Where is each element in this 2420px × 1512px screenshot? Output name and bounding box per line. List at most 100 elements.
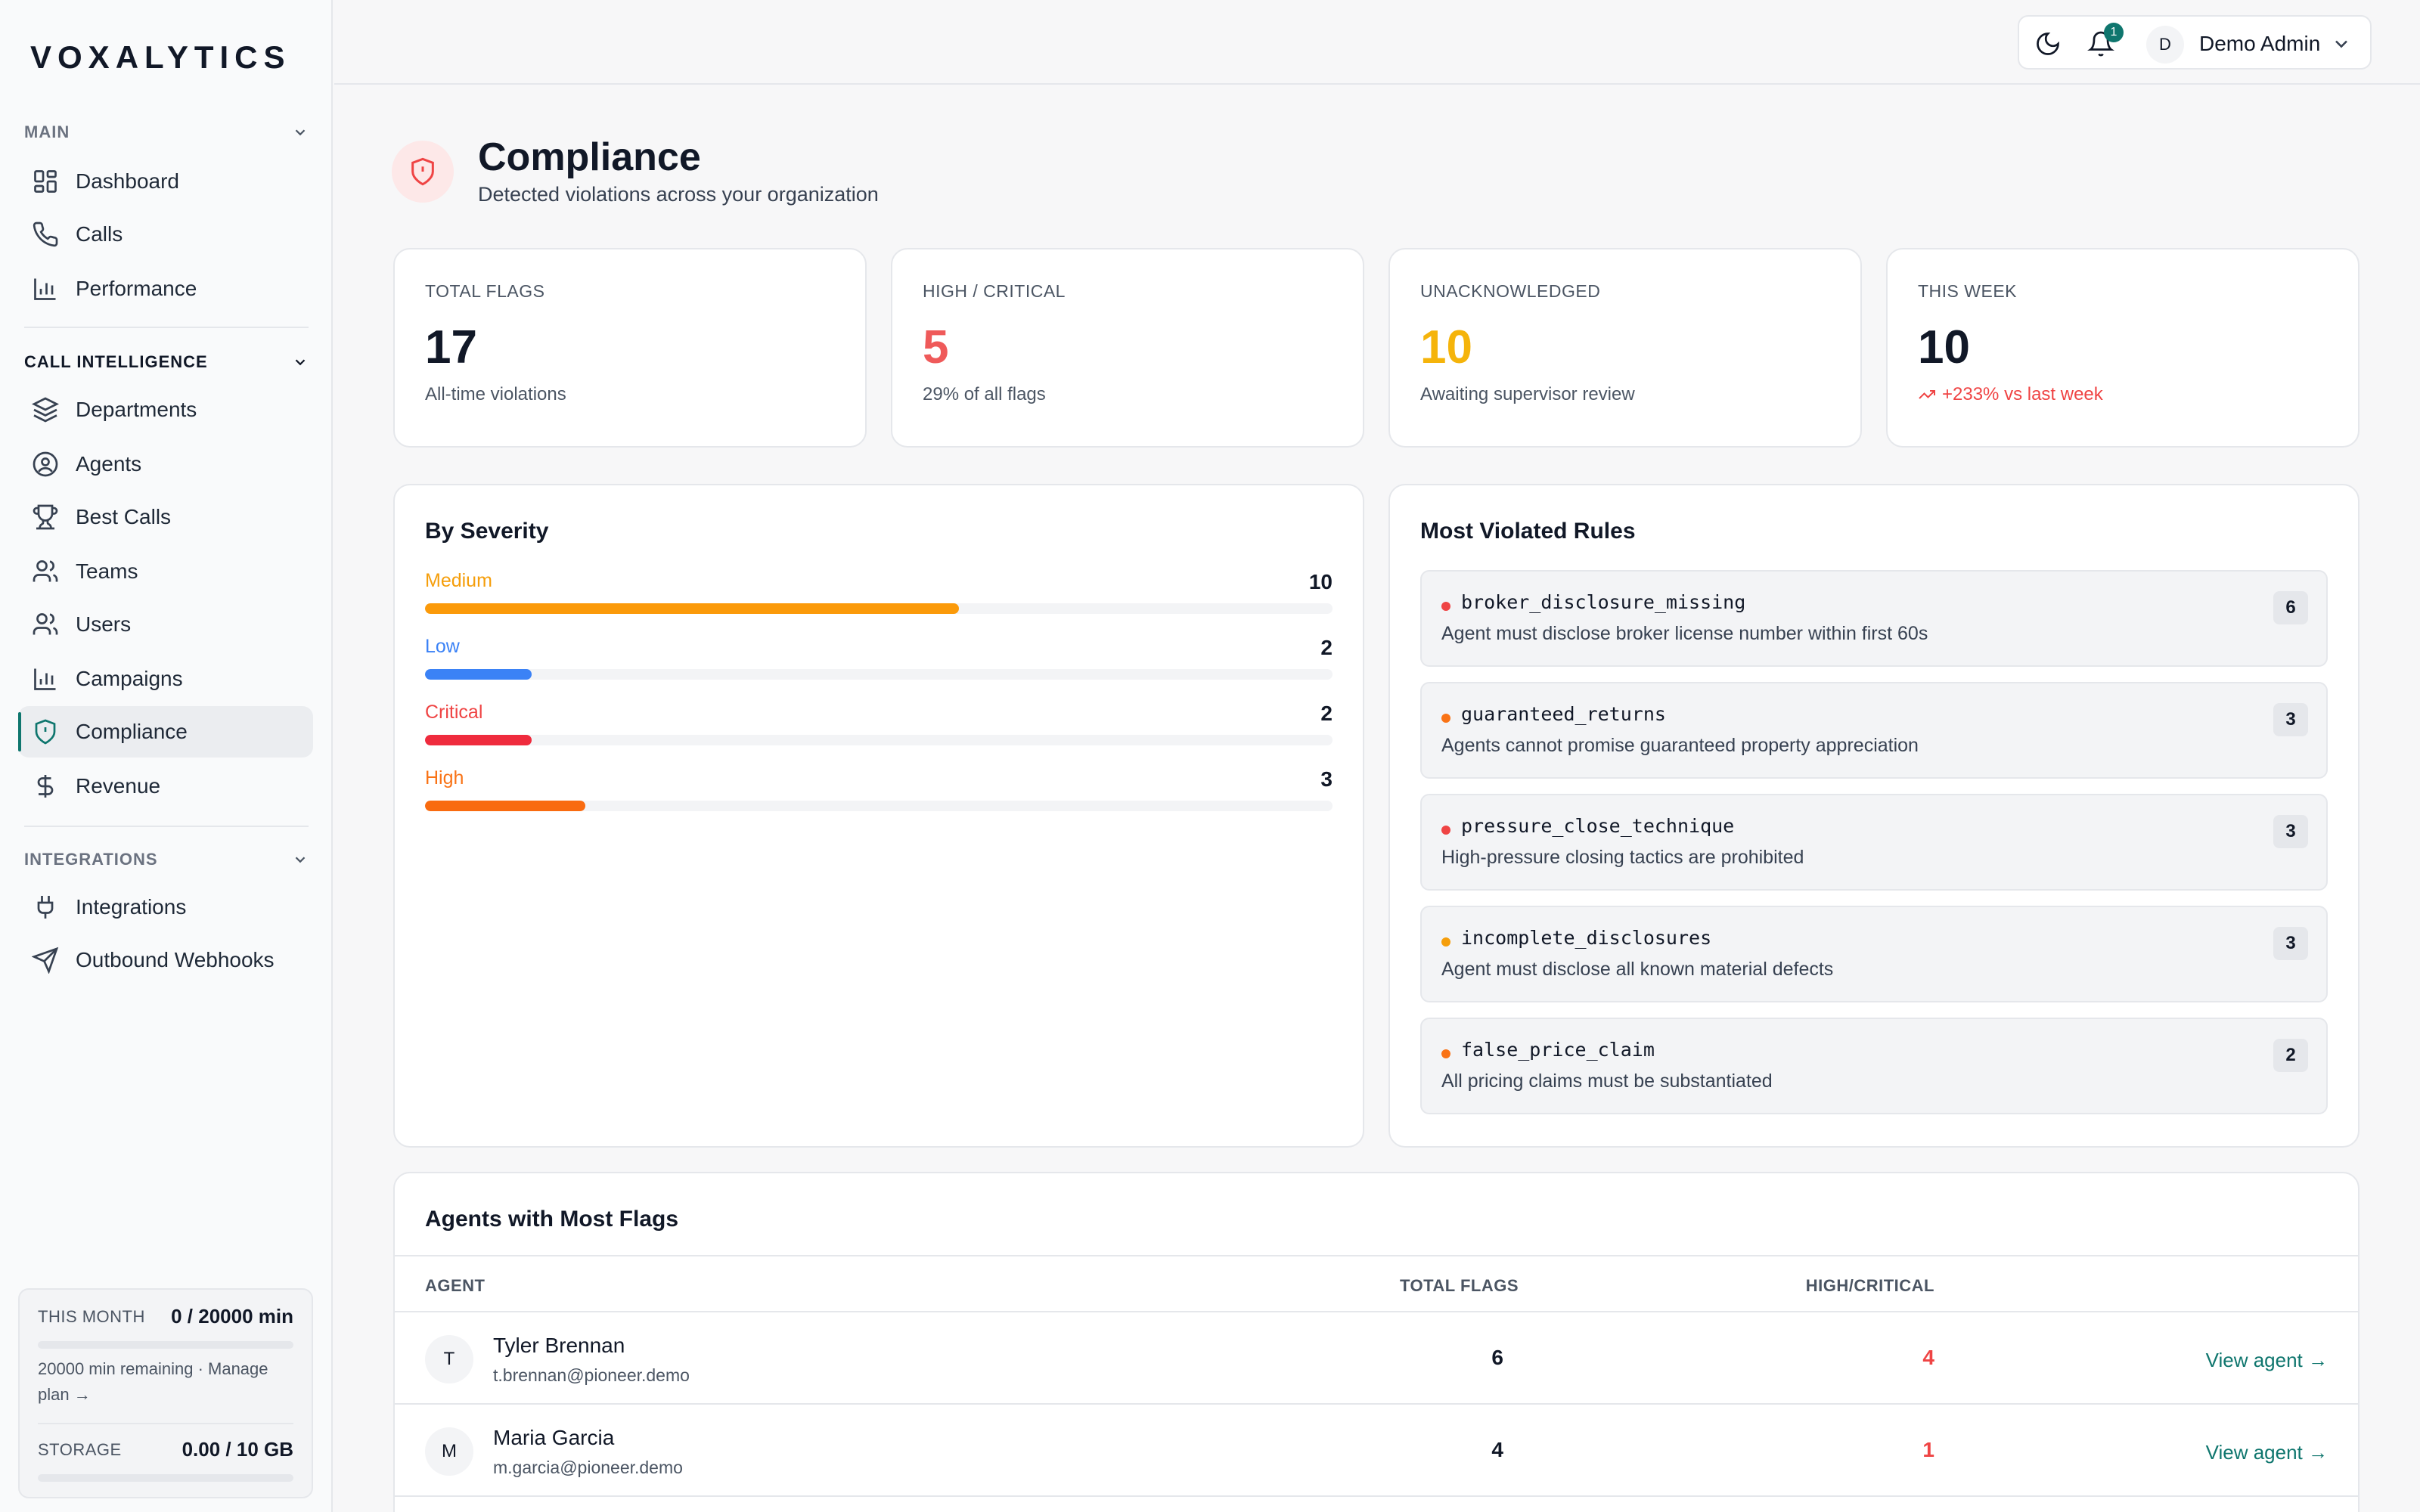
rule-card[interactable]: broker_disclosure_missing Agent must disc…: [1420, 570, 2328, 667]
rule-count-badge: 3: [2273, 703, 2308, 736]
sidebar-item-label: Revenue: [76, 774, 161, 798]
section-call-intelligence-toggle[interactable]: CALL INTELLIGENCE: [24, 352, 309, 372]
sidebar-item-compliance[interactable]: Compliance: [18, 706, 313, 758]
user-menu-name[interactable]: Demo Admin: [2199, 32, 2321, 55]
sidebar-item-integrations[interactable]: Integrations: [18, 881, 313, 933]
stat-label: UNACKNOWLEDGED: [1420, 281, 1601, 301]
view-agent-link[interactable]: View agent →: [2205, 1349, 2328, 1371]
stat-label: TOTAL FLAGS: [425, 281, 545, 301]
sidebar-item-revenue[interactable]: Revenue: [18, 761, 313, 812]
section-integrations-toggle[interactable]: INTEGRATIONS: [24, 850, 309, 869]
trending-up-icon: [1919, 390, 1935, 399]
moon-icon[interactable]: [2034, 30, 2062, 57]
column-header-total-flags[interactable]: TOTAL FLAGS: [1399, 1276, 1519, 1295]
user-avatar[interactable]: D: [2146, 26, 2184, 64]
bell-icon[interactable]: [2087, 30, 2114, 57]
severity-count: 2: [1320, 702, 1333, 725]
agent-high-critical: 1: [1922, 1438, 1934, 1461]
chevron-down-icon: [295, 129, 306, 136]
sidebar-item-teams[interactable]: Teams: [18, 546, 313, 597]
agent-total-flags: 6: [1491, 1346, 1503, 1369]
rule-name: broker_disclosure_missing: [1461, 591, 1746, 613]
table-row[interactable]: M Maria Garcia m.garcia@pioneer.demo 4 1 View…: [395, 1405, 2358, 1497]
sidebar-divider: [24, 327, 309, 328]
severity-track: [425, 669, 1333, 680]
chevron-down-icon: [295, 857, 306, 863]
sidebar-item-dashboard[interactable]: Dashboard: [18, 156, 313, 207]
usage-card: THIS MONTH 0 / 20000 min 20000 min remai…: [18, 1288, 313, 1498]
panel-title: By Severity: [425, 519, 549, 544]
sidebar-divider: [24, 826, 309, 827]
severity-name: High: [425, 767, 464, 789]
usage-storage-value: 0.00 / 10 GB: [182, 1438, 293, 1461]
table-row[interactable]: T Tyler Brennan t.brennan@pioneer.demo 6 4 Vi…: [395, 1312, 2358, 1405]
stat-value: 10: [1918, 321, 1970, 373]
sidebar-item-users[interactable]: Users: [18, 599, 313, 650]
column-header-agent[interactable]: AGENT: [425, 1276, 486, 1295]
stat-card-total-flags: TOTAL FLAGS 17 All-time violations: [393, 248, 867, 448]
stat-card-this-week: THIS WEEK 10 +233% vs last week: [1886, 248, 2360, 448]
severity-count: 10: [1308, 570, 1333, 593]
severity-count: 3: [1320, 767, 1333, 791]
shield-alert-icon: [35, 719, 56, 745]
agent-name: Maria Garcia: [493, 1426, 615, 1449]
rule-description: All pricing claims must be substantiated: [1441, 1070, 1773, 1092]
column-header-high-critical[interactable]: HIGH/CRITICAL: [1805, 1276, 1934, 1295]
rule-card[interactable]: guaranteed_returns Agents cannot promise …: [1420, 682, 2328, 779]
sidebar-item-label: Compliance: [76, 720, 188, 743]
rule-severity-dot: [1441, 714, 1450, 723]
rule-count-badge: 6: [2273, 591, 2308, 624]
users-icon: [33, 560, 58, 582]
agent-high-critical: 4: [1922, 1346, 1934, 1369]
sidebar-item-label: Integrations: [76, 895, 187, 919]
view-agent-link[interactable]: View agent →: [2205, 1441, 2328, 1464]
agents-panel: Agents with Most Flags AGENT TOTAL FLAGS…: [393, 1172, 2360, 1512]
layers-icon: [32, 397, 59, 423]
send-icon: [32, 947, 59, 974]
sidebar-item-calls[interactable]: Calls: [18, 209, 313, 260]
sidebar-item-best-calls[interactable]: Best Calls: [18, 491, 313, 543]
sidebar-item-performance[interactable]: Performance: [18, 263, 313, 314]
usage-storage-label: STORAGE: [38, 1439, 122, 1459]
sidebar-item-campaigns[interactable]: Campaigns: [18, 653, 313, 705]
rule-card[interactable]: false_price_claim All pricing claims must…: [1420, 1018, 2328, 1114]
panel-title: Agents with Most Flags: [425, 1207, 679, 1232]
rule-severity-dot: [1441, 602, 1450, 611]
sidebar-item-label: Best Calls: [76, 505, 172, 528]
sidebar-item-label: Calls: [76, 222, 123, 246]
stat-subtext: All-time violations: [425, 384, 566, 404]
section-main-toggle[interactable]: MAIN: [24, 122, 309, 142]
severity-name: Critical: [425, 702, 483, 723]
sidebar-item-label: Users: [76, 612, 132, 636]
agent-name: Tyler Brennan: [493, 1334, 625, 1357]
agent-avatar: M: [425, 1427, 473, 1476]
severity-track: [425, 801, 1333, 811]
sidebar-item-outbound-webhooks[interactable]: Outbound Webhooks: [18, 934, 313, 986]
rule-name: false_price_claim: [1461, 1039, 1655, 1061]
stat-label: THIS WEEK: [1918, 281, 2018, 301]
bar-chart-icon: [34, 278, 56, 300]
sidebar-item-departments[interactable]: Departments: [18, 384, 313, 435]
sidebar-item-agents[interactable]: Agents: [18, 438, 313, 490]
rule-description: Agent must disclose broker license numbe…: [1441, 623, 1928, 644]
rules-panel: Most Violated Rules broker_disclosure_mi…: [1388, 484, 2360, 1148]
trophy-icon: [33, 504, 58, 530]
panel-title: Most Violated Rules: [1420, 519, 1636, 544]
plug-icon: [37, 896, 54, 919]
section-label: MAIN: [24, 122, 70, 141]
bar-chart-icon: [34, 668, 56, 690]
severity-row: High 3: [425, 767, 1333, 820]
sidebar-item-label: Agents: [76, 452, 142, 476]
stat-card-high-critical: HIGH / CRITICAL 5 29% of all flags: [891, 248, 1364, 448]
sidebar-item-label: Teams: [76, 559, 138, 583]
usage-remaining-text[interactable]: 20000 min remaining · Manage plan →: [38, 1359, 268, 1404]
stat-value: 5: [923, 321, 949, 373]
chevron-down-icon[interactable]: [2331, 33, 2352, 54]
usage-month-value: 0 / 20000 min: [171, 1305, 293, 1328]
severity-track: [425, 735, 1333, 745]
rule-card[interactable]: pressure_close_technique High-pressure cl…: [1420, 794, 2328, 891]
rule-card[interactable]: incomplete_disclosures Agent must disclos…: [1420, 906, 2328, 1002]
usage-storage-row: STORAGE 0.00 / 10 GB: [38, 1438, 293, 1461]
rule-severity-dot: [1441, 1049, 1450, 1058]
app-logo[interactable]: VOXALYTICS: [30, 39, 291, 75]
